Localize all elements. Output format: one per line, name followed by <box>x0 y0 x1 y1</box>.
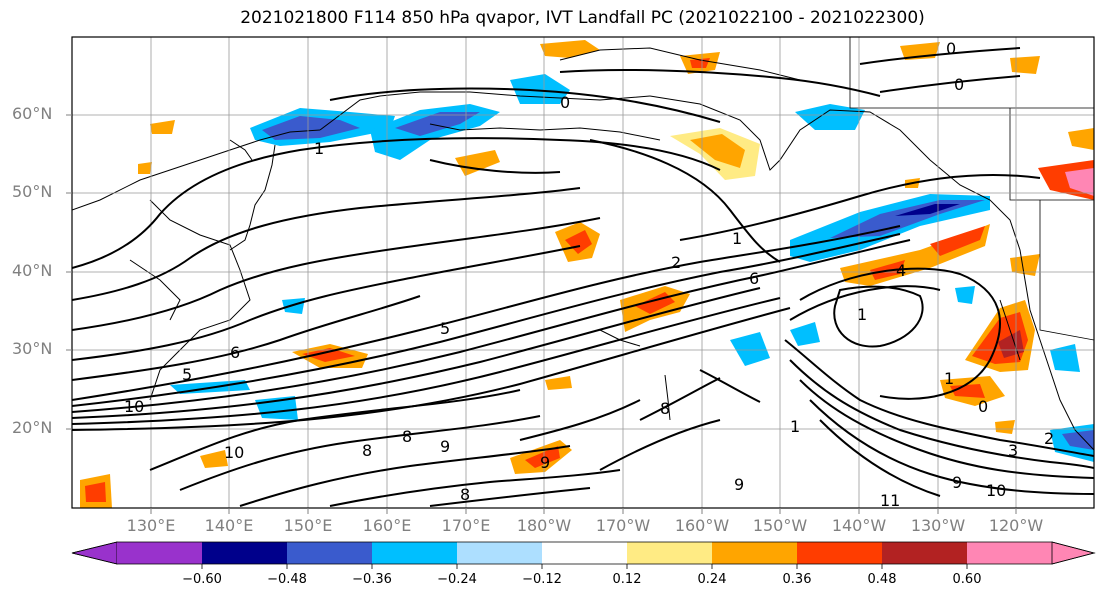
lon-label: 150°E <box>283 516 333 535</box>
colorbar-bin <box>117 542 202 564</box>
colorbar-tick-label: 0.36 <box>782 572 812 587</box>
contour-label: 1 <box>944 369 954 388</box>
colorbar-bin <box>627 542 712 564</box>
lon-label: 130°W <box>910 516 966 535</box>
thin-contours <box>229 139 671 421</box>
contour-label: 0 <box>560 93 570 112</box>
colorbar-tick-label: 0.60 <box>952 572 982 587</box>
colorbar-bin <box>202 542 287 564</box>
contour-label: 1 <box>314 139 324 158</box>
borders <box>849 37 1094 341</box>
contour-labels: 0 0 0 1 1 2 6 4 1 5 5 6 10 8 8 9 10 9 8 … <box>124 39 1054 510</box>
lat-label: 40°N <box>12 261 53 280</box>
colorbar-tick-label: −0.36 <box>352 572 392 587</box>
contour-label: 3 <box>1008 441 1018 460</box>
colorbar-tick-label: −0.60 <box>182 572 222 587</box>
lat-label: 30°N <box>12 339 53 358</box>
axis-ticks <box>66 114 1017 514</box>
contour-label: 4 <box>896 261 906 280</box>
lon-label: 140°E <box>204 516 254 535</box>
colorbar <box>71 541 1096 569</box>
colorbar-bin <box>797 542 882 564</box>
colorbar-over-triangle <box>1051 541 1096 565</box>
contour-label: 1 <box>790 417 800 436</box>
lon-label: 130°E <box>126 516 176 535</box>
colorbar-tick-label: −0.48 <box>267 572 307 587</box>
lon-label: 160°W <box>674 516 730 535</box>
contour-label: 2 <box>671 253 681 272</box>
colorbar-bin <box>287 542 372 564</box>
contour-label: 9 <box>952 473 962 492</box>
contour-label: 11 <box>880 491 900 510</box>
lon-label: 170°W <box>595 516 651 535</box>
lon-label: 160°E <box>362 516 412 535</box>
map-area: 0 0 0 1 1 2 6 4 1 5 5 6 10 8 8 9 10 9 8 … <box>72 37 1094 510</box>
colorbar-bin <box>457 542 542 564</box>
contour-label: 0 <box>954 75 964 94</box>
colorbar-tick-label: −0.24 <box>437 572 477 587</box>
colorbar-under-triangle <box>71 541 118 565</box>
contour-label: 5 <box>182 365 192 384</box>
contour-label: 9 <box>540 453 550 472</box>
contour-label: 9 <box>734 475 744 494</box>
contour-label: 0 <box>946 39 956 58</box>
contour-label: 8 <box>660 399 670 418</box>
lon-label: 120°W <box>988 516 1044 535</box>
contour-label: 8 <box>362 441 372 460</box>
contour-label: 1 <box>732 229 742 248</box>
lon-label: 180°W <box>516 516 572 535</box>
colorbar-tick-label: 0.48 <box>867 572 897 587</box>
contour-label: 2 <box>1044 429 1054 448</box>
contour-label: 8 <box>460 485 470 504</box>
ivt-contours <box>72 47 1094 507</box>
colorbar-tick-label: 0.24 <box>697 572 727 587</box>
contour-label: 10 <box>224 443 244 462</box>
contour-label: 10 <box>986 481 1006 500</box>
colorbar-bin <box>712 542 797 564</box>
lon-label: 150°W <box>752 516 808 535</box>
contour-label: 8 <box>402 427 412 446</box>
contour-label: 0 <box>978 397 988 416</box>
colorbar-bin <box>967 542 1052 564</box>
map-title: 2021021800 F114 850 hPa qvapor, IVT Land… <box>240 8 925 28</box>
colorbar-tick-label: −0.12 <box>522 572 562 587</box>
lon-label: 170°E <box>441 516 491 535</box>
lat-label: 60°N <box>12 104 53 123</box>
contour-label: 9 <box>440 437 450 456</box>
colorbar-bin <box>542 542 627 564</box>
lon-label: 140°W <box>831 516 887 535</box>
lat-label: 20°N <box>12 418 53 437</box>
colorbar-bin <box>882 542 967 564</box>
contour-label: 6 <box>230 343 240 362</box>
lat-label: 50°N <box>12 182 53 201</box>
colorbar-tick-label: 0.12 <box>612 572 642 587</box>
colorbar-bin <box>372 542 457 564</box>
contour-label: 5 <box>440 319 450 338</box>
contour-label: 10 <box>124 397 144 416</box>
contour-label: 1 <box>857 305 867 324</box>
contour-label: 6 <box>749 269 759 288</box>
